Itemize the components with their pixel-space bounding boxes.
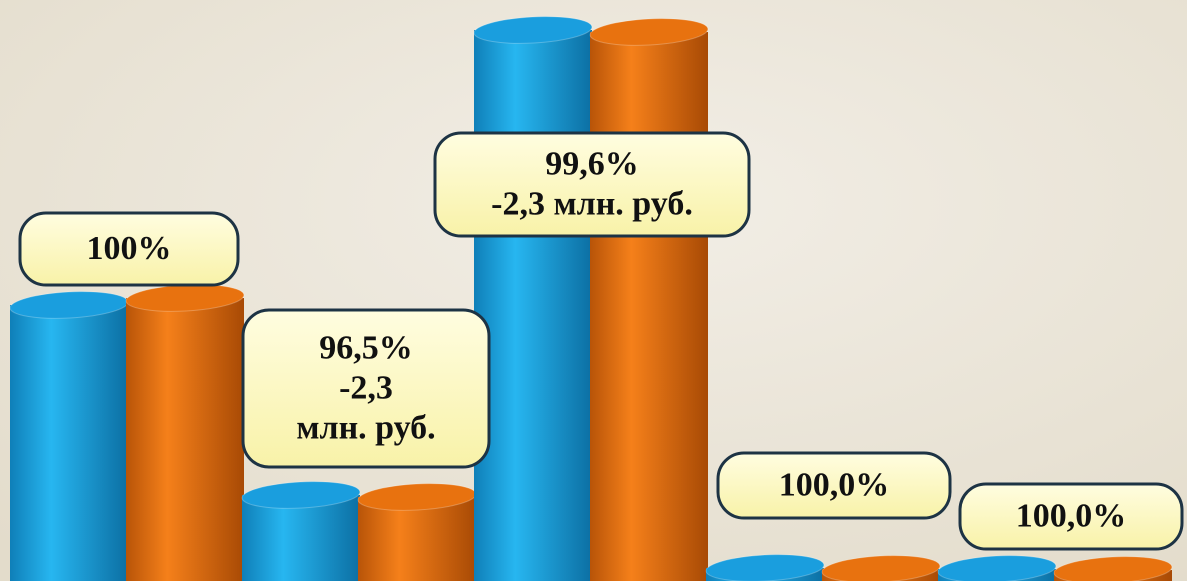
bar-body — [126, 298, 244, 581]
label-box — [716, 451, 952, 520]
bar-body — [242, 495, 360, 581]
bar-body — [474, 30, 592, 581]
annotation: 100,0% — [1016, 497, 1127, 534]
bar-top — [241, 481, 361, 509]
annotation: 100% — [87, 230, 172, 267]
annotation: млн. руб. — [296, 409, 435, 446]
bar-top — [821, 555, 941, 581]
label-box — [958, 482, 1184, 551]
annotation: -2,3 млн. руб. — [491, 185, 693, 222]
label-box — [241, 308, 491, 469]
annotation: 96,5% — [319, 329, 413, 366]
bar-top — [1053, 556, 1173, 581]
bar-body — [590, 32, 708, 581]
bar-body — [10, 305, 128, 581]
bar-top — [589, 18, 709, 46]
annotation: 100,0% — [779, 466, 890, 503]
label-box — [18, 211, 240, 287]
bar-body — [358, 497, 476, 581]
bar-top — [937, 555, 1057, 581]
bar-top — [473, 16, 593, 44]
annotation: 99,6% — [545, 145, 639, 182]
label-box — [433, 131, 751, 238]
annotation: -2,3 — [339, 369, 393, 406]
